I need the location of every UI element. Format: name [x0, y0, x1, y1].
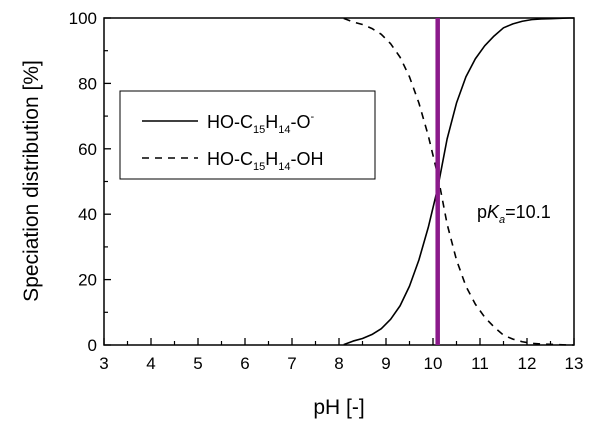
legend-entry-1-part-1: HO-C	[207, 112, 253, 132]
x-tick-label: 7	[287, 354, 296, 373]
legend-entry-2-part-2: H	[265, 149, 278, 169]
legend-entry-1-sup: -	[311, 111, 315, 123]
y-axis-label: Speciation distribution [%]	[20, 60, 43, 302]
x-axis-label: pH [-]	[313, 396, 364, 419]
x-tick-label: 11	[471, 354, 489, 373]
series-line-protonated	[343, 17, 574, 346]
y-tick-label: 80	[78, 74, 97, 93]
x-tick-label: 13	[565, 354, 584, 373]
legend-entry-2-part-3: -OH	[291, 149, 324, 169]
series-group	[343, 17, 574, 346]
legend-entry-1-part-3: -O	[291, 112, 311, 132]
legend-box	[119, 90, 376, 180]
plot-frame	[103, 17, 575, 346]
pka-annotation-sub: a	[499, 214, 505, 226]
y-tick-label: 100	[69, 9, 97, 28]
legend-entry-1-sub-1: 15	[253, 124, 265, 136]
x-tick-label: 8	[334, 354, 343, 373]
x-tick-label: 4	[146, 354, 155, 373]
y-tick-label: 60	[78, 140, 97, 159]
legend-entry-2: HO-C15H14-OH	[207, 149, 324, 173]
legend-entry-2-part-1: HO-C	[207, 149, 253, 169]
legend: HO-C15H14-O- HO-C15H14-OH	[119, 90, 376, 180]
x-tick-label: 9	[381, 354, 390, 373]
pka-annotation: pKa=10.1	[477, 202, 551, 226]
legend-entry-2-sub-1: 15	[253, 161, 265, 173]
x-tick-label: 12	[518, 354, 537, 373]
legend-entry-1: HO-C15H14-O-	[207, 111, 315, 136]
legend-entry-2-sub-2: 14	[278, 161, 290, 173]
pka-annotation-value: =10.1	[505, 202, 551, 222]
y-tick-label: 40	[78, 205, 97, 224]
y-tick-label: 0	[88, 336, 97, 355]
x-tick-label: 3	[99, 354, 108, 373]
y-tick-label: 20	[78, 271, 97, 290]
ticks-group	[103, 17, 575, 346]
pka-annotation-k: K	[487, 202, 500, 222]
x-tick-label: 10	[424, 354, 443, 373]
pka-annotation-p: p	[477, 202, 487, 222]
x-tick-label: 6	[240, 354, 249, 373]
legend-entry-1-sub-2: 14	[278, 124, 290, 136]
legend-entry-1-part-2: H	[265, 112, 278, 132]
x-tick-label: 5	[193, 354, 202, 373]
tick-labels-group: 3 4 5 6 7 8 9 10 11 12 13 0 20 40 60 80 100	[69, 9, 584, 373]
series-line-deprotonated	[343, 17, 574, 346]
